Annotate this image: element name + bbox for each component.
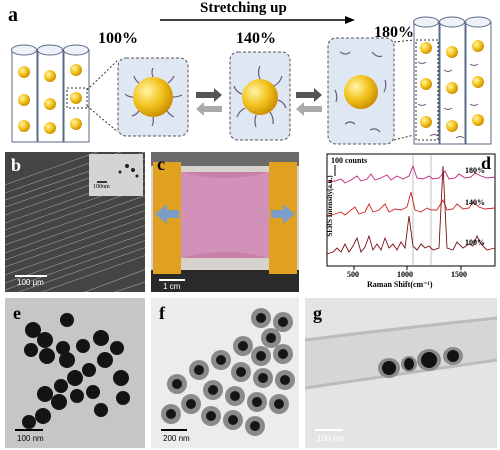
panel-g-scale-text: 100 nm [317, 434, 344, 443]
stretching-device-photo [151, 152, 299, 292]
zoom-180 [327, 37, 395, 145]
panel-e-scale-text: 100 nm [17, 434, 44, 443]
panel-f-tem-image: f 200 nm [151, 298, 299, 448]
fibers-stretched [393, 16, 492, 145]
panel-a: a Stretching up 100% 140% 180% [0, 0, 500, 150]
y-axis-label: SERS Intensity(a.u.) [326, 175, 334, 237]
panel-b-label: b [11, 155, 22, 175]
panel-g-label: g [313, 303, 322, 323]
panel-e-tem-image: e 100 nm [5, 298, 145, 448]
panel-g-tem-image: g 100 nm [305, 298, 497, 448]
panel-d-raman-chart: d 100 counts 180% 140% 100% 500 1000 150… [305, 152, 497, 292]
spectrum-180 [326, 164, 496, 184]
panel-a-schematic [11, 16, 492, 145]
zoom-unstretched [117, 57, 189, 137]
series-label-100: 100% [465, 238, 485, 247]
fibers-unstretched [11, 44, 119, 143]
raman-spectra [326, 153, 496, 270]
series-label-140: 140% [465, 198, 485, 207]
x-tick-500: 500 [347, 270, 359, 279]
stretch-arrow-head [345, 16, 355, 24]
spectrum-140 [326, 191, 496, 217]
panel-f-label: f [159, 303, 165, 323]
panel-c-photo: c 1 cm [151, 152, 299, 292]
panel-f-scale-text: 200 nm [163, 434, 190, 443]
panel-a-label: a [8, 4, 18, 26]
x-axis-label: Raman Shift(cm⁻¹) [367, 280, 433, 289]
core-shell-nanoparticles [151, 298, 299, 448]
stage-180-label: 180% [374, 24, 414, 41]
stage-100-label: 100% [98, 30, 138, 47]
reversible-arrows-1 [196, 88, 222, 116]
spectrum-100 [326, 165, 496, 255]
panel-d-label: d [481, 153, 492, 173]
panel-c-label: c [157, 154, 165, 174]
gold-nanoparticles [5, 298, 145, 448]
panel-e-label: e [13, 303, 21, 323]
panel-b-inset-scale-text: 100nm [93, 184, 110, 190]
nanoparticles-in-fiber [305, 298, 497, 448]
panel-b-sem-image: b 100nm 100 μm [5, 152, 145, 292]
x-tick-1500: 1500 [451, 270, 467, 279]
stretching-title: Stretching up [200, 0, 287, 16]
stage-140-label: 140% [236, 30, 276, 47]
reversible-arrows-2 [296, 88, 322, 116]
counts-label: 100 counts [331, 156, 368, 165]
panel-c-scale-text: 1 cm [163, 282, 181, 291]
x-tick-1000: 1000 [397, 270, 413, 279]
panel-b-scale-text: 100 μm [17, 278, 44, 287]
zoom-140 [229, 51, 291, 141]
series-label-180: 180% [465, 166, 485, 175]
nanofiber-texture [5, 152, 145, 292]
